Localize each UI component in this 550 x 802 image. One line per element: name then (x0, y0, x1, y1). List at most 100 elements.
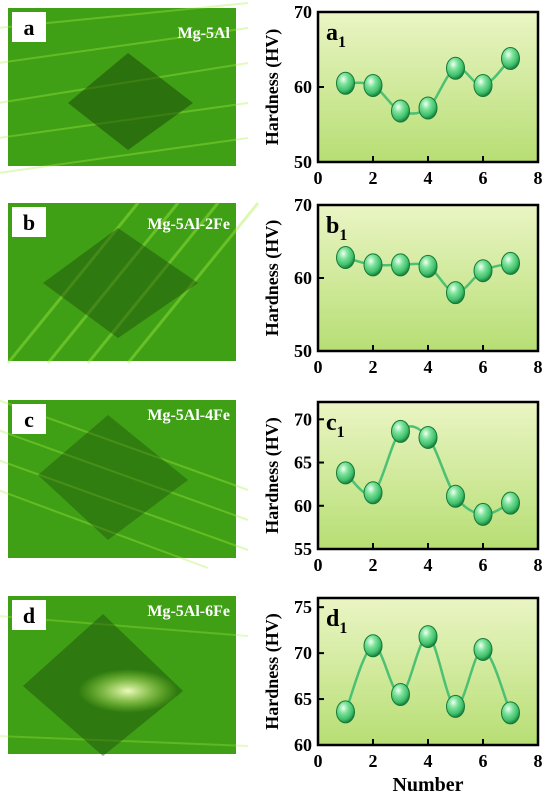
chart-panel-label: c1 (326, 410, 345, 441)
indent-c (38, 415, 188, 540)
y-axis-label: Hardness (HV) (262, 220, 283, 337)
y-tick-label: 50 (294, 152, 312, 172)
micrograph-b-label: b (23, 210, 35, 235)
y-tick-label: 75 (294, 597, 312, 617)
data-point (363, 74, 383, 97)
x-tick-label: 2 (369, 168, 378, 188)
micrograph-a-sample: Mg-5Al (178, 25, 231, 42)
data-point (501, 491, 520, 515)
chart-panel-label: a1 (326, 20, 346, 51)
data-point (446, 484, 465, 508)
data-point (418, 96, 438, 120)
x-tick-label: 8 (534, 168, 543, 188)
data-point (391, 99, 410, 123)
data-point (336, 700, 355, 724)
x-tick-label: 8 (534, 751, 543, 771)
x-tick-label: 0 (314, 555, 323, 575)
data-point (446, 694, 465, 718)
x-tick-label: 8 (534, 357, 543, 377)
micrograph-b: b Mg-5Al-2Fe (6, 202, 260, 364)
hardness-chart-b: 0 2 4 6 8 50 60 70 Hardness (HV) b1 (262, 195, 543, 377)
y-tick-label: 65 (294, 453, 312, 473)
data-point (336, 461, 355, 485)
data-point (391, 682, 410, 706)
data-point (363, 253, 383, 277)
x-tick-label: 4 (424, 555, 433, 575)
indent-a (68, 53, 193, 150)
data-point (391, 253, 410, 277)
y-tick-label: 70 (294, 195, 312, 215)
data-point (336, 71, 355, 95)
indent-d-glow (78, 669, 178, 713)
chart-panel-label: d1 (326, 606, 347, 637)
y-axis-label: Hardness (HV) (262, 613, 283, 730)
x-tick-label: 6 (479, 357, 488, 377)
chart-panel-label: b1 (326, 213, 347, 244)
label-box-b (12, 207, 46, 237)
x-tick-label: 6 (479, 168, 488, 188)
data-point (473, 259, 493, 283)
data-point (473, 502, 493, 526)
y-tick-label: 70 (294, 409, 312, 429)
y-tick-label: 70 (294, 2, 312, 22)
x-tick-label: 0 (314, 357, 323, 377)
hardness-chart-a: 0 2 4 6 8 50 60 70 Hardness (HV) a1 (262, 2, 543, 188)
indent-b (43, 228, 198, 338)
y-tick-label: 70 (294, 643, 312, 663)
data-point (336, 246, 355, 270)
x-tick-label: 0 (314, 751, 323, 771)
data-point (363, 481, 383, 505)
hardness-chart-c: 0 2 4 6 8 55 60 65 70 Hardness (HV) c1 (262, 400, 543, 575)
label-box-a (12, 12, 46, 42)
y-axis-label: Hardness (HV) (262, 29, 283, 146)
data-point (473, 637, 493, 661)
micrograph-a: a Mg-5Al (0, 2, 249, 174)
y-axis-label: Hardness (HV) (262, 417, 283, 534)
x-tick-label: 4 (424, 751, 433, 771)
hardness-chart-d: 0 2 4 6 8 60 65 70 75 Hardness (HV) Number d1 (262, 596, 543, 796)
y-tick-label: 55 (294, 539, 312, 559)
data-point (501, 701, 520, 725)
x-tick-label: 6 (479, 751, 488, 771)
data-point (501, 251, 520, 275)
micrograph-a-label: a (24, 15, 35, 40)
plot-area (316, 203, 540, 353)
data-point (418, 254, 438, 278)
label-box-c (12, 404, 46, 434)
x-axis-label: Number (392, 774, 463, 796)
x-tick-label: 4 (424, 168, 433, 188)
micrograph-b-sample: Mg-5Al-2Fe (147, 216, 230, 233)
micrograph-c-sample: Mg-5Al-4Fe (147, 407, 230, 424)
y-tick-label: 60 (294, 735, 312, 755)
data-point (418, 625, 438, 649)
x-tick-label: 8 (534, 555, 543, 575)
y-tick-label: 65 (294, 689, 312, 709)
data-point (418, 425, 438, 449)
micrograph-c: c Mg-5Al-4Fe (0, 399, 249, 569)
micrograph-d-label: d (23, 603, 35, 628)
data-point (363, 634, 383, 658)
x-tick-label: 2 (369, 555, 378, 575)
data-point (391, 419, 410, 443)
plot-area (316, 10, 540, 164)
micrograph-d-sample: Mg-5Al-6Fe (147, 603, 230, 620)
micrograph-d: d Mg-5Al-6Fe (0, 596, 249, 756)
data-point (446, 281, 465, 305)
x-tick-label: 2 (369, 357, 378, 377)
y-tick-label: 60 (294, 268, 312, 288)
plot-area (316, 596, 540, 747)
data-point (446, 56, 465, 80)
x-tick-label: 6 (479, 555, 488, 575)
micrograph-c-label: c (24, 407, 34, 432)
x-tick-label: 4 (424, 357, 433, 377)
x-tick-label: 0 (314, 168, 323, 188)
micrograph-b-scratches (6, 202, 260, 364)
x-tick-label: 2 (369, 751, 378, 771)
data-point (473, 74, 493, 97)
y-tick-label: 50 (294, 341, 312, 361)
data-point (501, 47, 520, 70)
label-box-d (12, 600, 46, 630)
y-tick-label: 60 (294, 496, 312, 516)
